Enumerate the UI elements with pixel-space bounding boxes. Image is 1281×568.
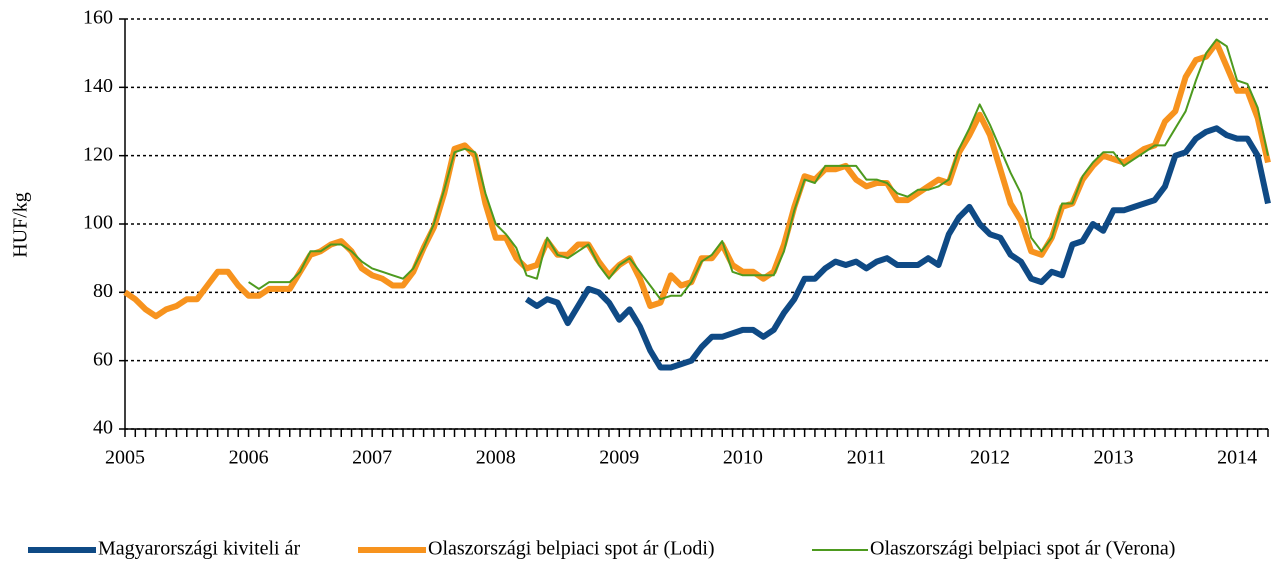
x-tick-label: 2011	[847, 447, 886, 469]
x-tick-label: 2010	[723, 447, 763, 469]
y-tick-label: 60	[93, 348, 113, 370]
x-tick-label: 2007	[352, 447, 392, 469]
x-tick-label: 2009	[599, 447, 639, 469]
y-axis-label: HUF/kg	[10, 192, 32, 258]
x-tick-label: 2013	[1094, 447, 1134, 469]
legend-label: Magyarországi kiviteli ár	[98, 538, 300, 560]
y-tick-label: 40	[93, 417, 113, 439]
x-tick-label: 2005	[105, 447, 145, 469]
y-tick-label: 160	[83, 7, 113, 29]
y-tick-label: 80	[93, 280, 113, 302]
legend-label: Olaszországi belpiaci spot ár (Verona)	[870, 538, 1175, 560]
series-line	[248, 38, 1269, 301]
x-tick-label: 2012	[970, 447, 1010, 469]
x-tick-label: 2006	[229, 447, 269, 469]
x-tick-label: 2008	[476, 447, 516, 469]
legend-label: Olaszországi belpiaci spot ár (Lodi)	[428, 538, 715, 560]
y-tick-label: 100	[83, 212, 113, 234]
y-tick-label: 140	[83, 75, 113, 97]
y-tick-label: 120	[83, 143, 113, 165]
series-line	[524, 125, 1271, 371]
x-tick-label: 2014	[1217, 447, 1257, 469]
